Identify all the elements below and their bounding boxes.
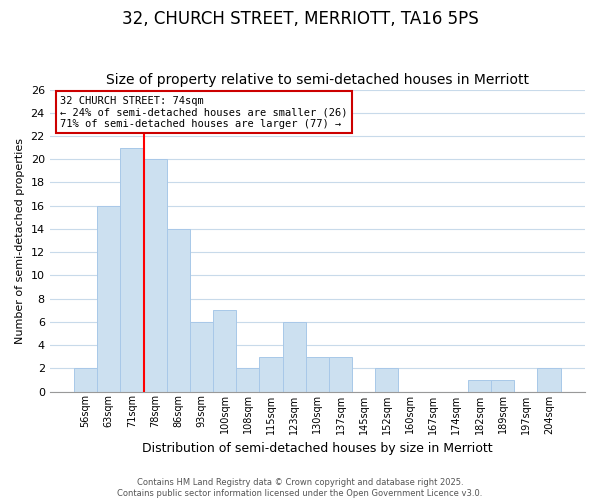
Bar [74,368,97,392]
Y-axis label: Number of semi-detached properties: Number of semi-detached properties [15,138,25,344]
Bar [491,380,514,392]
Bar [190,322,213,392]
Bar [259,356,283,392]
Bar [97,206,121,392]
Bar [468,380,491,392]
Bar [121,148,143,392]
Text: 32 CHURCH STREET: 74sqm
← 24% of semi-detached houses are smaller (26)
71% of se: 32 CHURCH STREET: 74sqm ← 24% of semi-de… [61,96,348,129]
Title: Size of property relative to semi-detached houses in Merriott: Size of property relative to semi-detach… [106,73,529,87]
Bar [306,356,329,392]
Bar [236,368,259,392]
Bar [283,322,306,392]
Bar [143,159,167,392]
Bar [167,229,190,392]
X-axis label: Distribution of semi-detached houses by size in Merriott: Distribution of semi-detached houses by … [142,442,493,455]
Bar [329,356,352,392]
Bar [538,368,560,392]
Bar [375,368,398,392]
Bar [213,310,236,392]
Text: 32, CHURCH STREET, MERRIOTT, TA16 5PS: 32, CHURCH STREET, MERRIOTT, TA16 5PS [122,10,478,28]
Text: Contains HM Land Registry data © Crown copyright and database right 2025.
Contai: Contains HM Land Registry data © Crown c… [118,478,482,498]
